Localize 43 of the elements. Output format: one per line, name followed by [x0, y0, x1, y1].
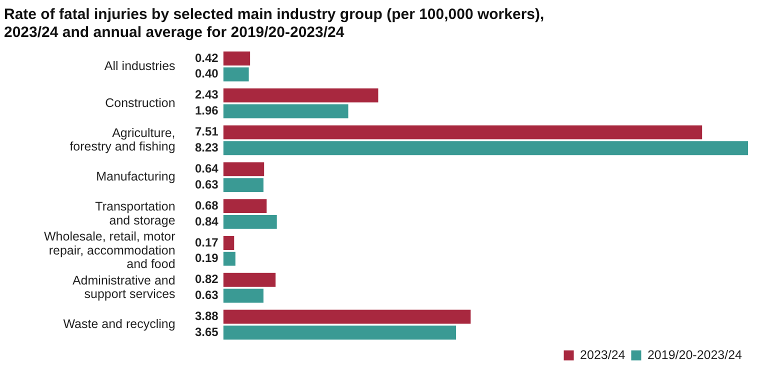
data-label: 1.96: [194, 104, 219, 118]
bar: [223, 141, 748, 156]
bar: [223, 326, 456, 340]
bar: [223, 236, 234, 250]
bar: [223, 214, 277, 229]
data-label: 0.63: [194, 177, 219, 192]
data-label: 0.40: [194, 66, 219, 81]
bar: [223, 52, 250, 66]
y-tick-label: Construction: [105, 96, 176, 110]
data-label: 0.82: [194, 272, 219, 286]
data-label: 0.64: [194, 162, 219, 176]
y-tick-label: Manufacturing: [96, 170, 176, 184]
data-label: 0.68: [194, 198, 219, 212]
legend-label: 2023/24: [580, 348, 626, 362]
data-label: 0.17: [194, 235, 219, 250]
data-label: 2.43: [194, 88, 219, 102]
bar: [223, 104, 348, 118]
data-label: 0.19: [194, 251, 219, 266]
y-tick-label: All industries: [104, 58, 176, 73]
bar: [223, 252, 236, 266]
data-label: 0.42: [194, 50, 219, 65]
y-tick-label: Transportation and storage: [95, 200, 176, 228]
bar: [223, 162, 264, 176]
bar: [223, 310, 471, 324]
data-label: 3.88: [194, 309, 219, 324]
data-label: 8.23: [194, 140, 219, 154]
y-tick-label: Administrative and support services: [72, 273, 176, 302]
bar: [223, 88, 378, 102]
bar: [223, 178, 264, 192]
y-tick-label: Waste and recycling: [63, 317, 176, 332]
bar: [223, 288, 264, 303]
data-label: 0.84: [194, 214, 219, 228]
data-label: 0.63: [194, 288, 219, 302]
y-tick-label: Agriculture, forestry and fishing: [70, 126, 176, 154]
data-label: 3.65: [194, 324, 219, 339]
legend-label: 2019/20-2023/24: [647, 348, 742, 362]
chart-title: Rate of fatal injuries by selected main industry group (per 100,000 workers), 2023/24 and annual average for 2019/20-2023/24: [4, 6, 544, 42]
bar: [223, 272, 276, 287]
bar: [223, 199, 267, 214]
data-label: 7.51: [194, 124, 219, 139]
bar: [223, 125, 702, 140]
bar: [223, 67, 249, 82]
y-tick-label: Wholesale, retail, motor repair, accommodation and food: [44, 230, 176, 272]
